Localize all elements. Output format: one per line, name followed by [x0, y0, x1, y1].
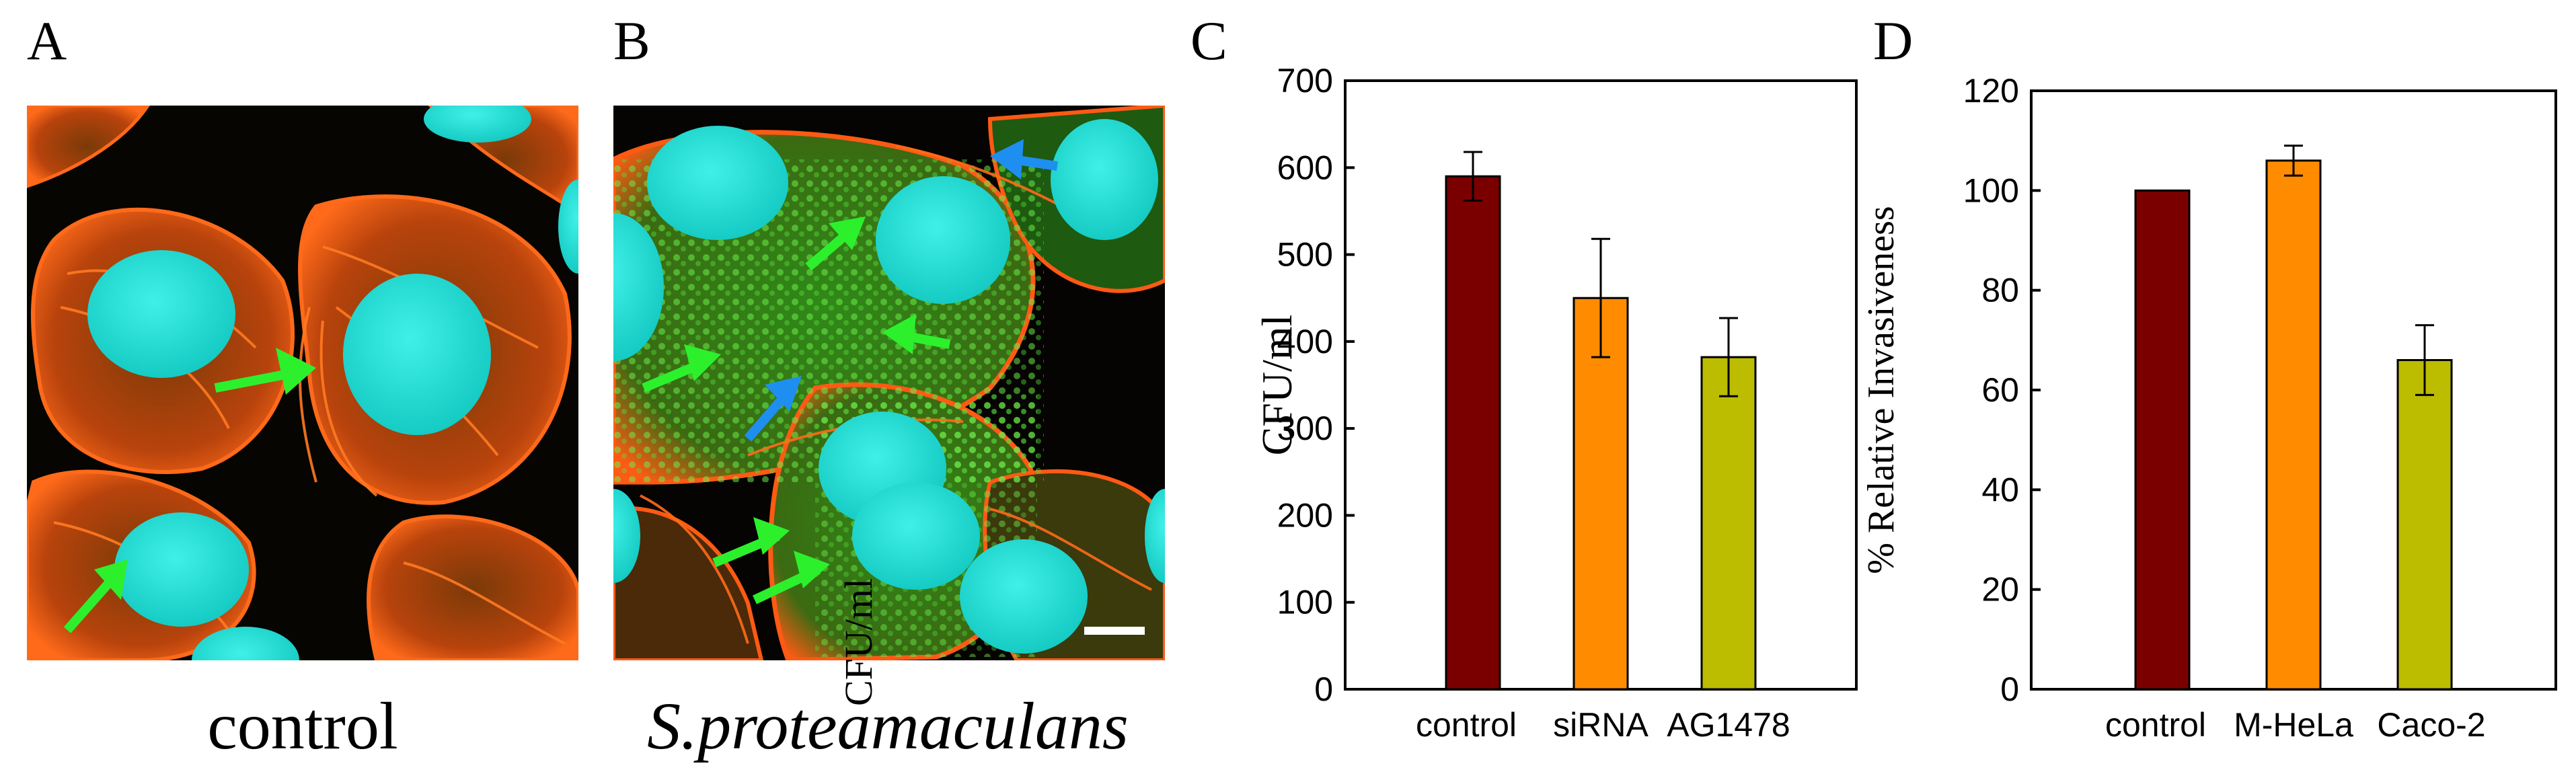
chart-c-y-tick-label: 200 — [1277, 496, 1333, 534]
chart-c-bar-ag1478 — [1700, 356, 1757, 691]
chart-d-bar-control — [2134, 189, 2191, 691]
chart-d: 0 20 40 60 80 100 120 % Relative Invasiveness co… — [1860, 72, 2576, 778]
panel-letter-a: A — [27, 10, 67, 71]
chart-d-y-tick-label: 40 — [1981, 471, 2019, 508]
blue-arrow-icon — [990, 139, 1059, 180]
chart-d-y-axis-label: % Relative Invasiveness — [1860, 206, 1902, 574]
chart-c-x-tick-label: control — [1416, 706, 1517, 744]
chart-d-y-tick-label: 120 — [1963, 72, 2019, 110]
chart-c-error-bar — [1719, 317, 1738, 397]
chart-d-bar-caco-2 — [2396, 359, 2453, 691]
green-arrow-icon — [882, 314, 951, 354]
chart-d-x-tick-label: M-HeLa — [2234, 706, 2353, 744]
caption-s-proteamaculans: S.proteamaculans — [647, 689, 1129, 763]
green-arrow-icon — [642, 344, 721, 393]
green-arrow-icon — [63, 559, 128, 633]
chart-c-error-bar — [1464, 151, 1482, 202]
chart-d-y-tick-label: 100 — [1963, 171, 2019, 209]
panel-letter-c: C — [1190, 10, 1227, 71]
chart-d-y-tick-label: 0 — [2000, 670, 2019, 708]
green-arrow-icon — [805, 217, 866, 271]
chart-c-y-axis-label: CFU/ml — [1253, 315, 1301, 456]
green-arrow-icon — [214, 348, 316, 395]
chart-d-y-tick-label: 60 — [1981, 371, 2019, 409]
chart-c-y-tick-label: 500 — [1277, 236, 1333, 274]
chart-d-x-tick-label: control — [2105, 706, 2206, 744]
green-arrow-icon — [753, 551, 830, 605]
panel-letter-b: B — [613, 10, 650, 71]
chart-d-svg: 0 20 40 60 80 100 120 % Relative Invasiveness co… — [1860, 72, 2557, 744]
overlay-label-cfu: CFU/ml — [837, 578, 880, 706]
micrograph-s-proteamaculans — [613, 106, 1165, 660]
blue-arrow-icon — [744, 376, 802, 442]
chart-d-y-tick-label: 20 — [1981, 571, 2019, 609]
chart-c-y-tick-label: 400 — [1277, 323, 1333, 360]
chart-c-y-tick-label: 300 — [1277, 410, 1333, 447]
chart-d-x-tick-label: Caco-2 — [2377, 706, 2485, 744]
panel-letter-d: D — [1873, 10, 1914, 71]
chart-d-error-bar — [2415, 324, 2434, 396]
chart-c-bar-control — [1445, 175, 1501, 691]
chart-c-x-tick-label: AG1478 — [1667, 706, 1790, 744]
micrograph-control-image — [27, 106, 578, 660]
chart-c-y-tick-label: 0 — [1314, 670, 1333, 708]
chart-c-error-bar — [1591, 237, 1610, 358]
green-arrow-icon — [712, 517, 790, 568]
chart-c-x-tick-label: siRNA — [1553, 706, 1649, 744]
chart-d-y-tick-label: 80 — [1981, 272, 2019, 309]
caption-control: control — [207, 689, 398, 763]
chart-d-bar-m-hela — [2265, 159, 2322, 691]
chart-d-error-bar — [2284, 145, 2303, 177]
chart-c-y-tick-label: 600 — [1277, 149, 1333, 186]
scale-bar — [1084, 627, 1145, 635]
chart-c: 0 100 200 300 400 500 600 700 CFU/ml control siRNA… — [1190, 62, 1863, 778]
micrograph-control — [27, 106, 578, 660]
chart-c-svg: 0 100 200 300 400 500 600 700 CFU/ml control siRNA… — [1253, 62, 1858, 744]
chart-c-y-tick-label: 100 — [1277, 584, 1333, 621]
chart-c-y-tick-label: 700 — [1277, 62, 1333, 100]
micrograph-s-proteamaculans-image — [613, 106, 1165, 660]
